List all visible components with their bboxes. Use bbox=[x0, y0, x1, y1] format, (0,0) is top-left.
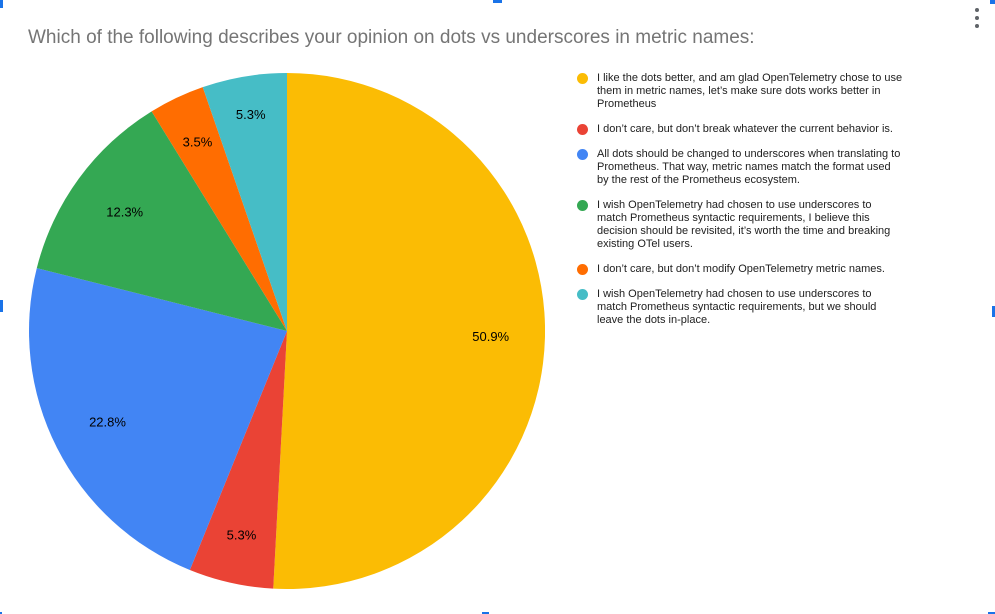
legend-color-dot bbox=[577, 200, 588, 211]
pie-slice-5 bbox=[202, 73, 287, 331]
kebab-dot bbox=[975, 16, 979, 20]
legend-item-5: I wish OpenTelemetry had chosen to use u… bbox=[577, 288, 979, 327]
legend-item-1: I don’t care, but don’t break whatever t… bbox=[577, 123, 979, 136]
legend-label: I like the dots better, and am glad Open… bbox=[597, 72, 903, 110]
chart-legend: I like the dots better, and am glad Open… bbox=[577, 72, 979, 327]
selection-handle-right-middle[interactable] bbox=[992, 306, 995, 317]
legend-label: I wish OpenTelemetry had chosen to use u… bbox=[597, 199, 891, 250]
pie-slice-label-4: 3.5% bbox=[183, 135, 213, 150]
legend-color-dot bbox=[577, 73, 588, 84]
legend-item-2: All dots should be changed to underscore… bbox=[577, 148, 979, 187]
pie-slice-label-0: 50.9% bbox=[472, 329, 509, 344]
pie-slice-label-5: 5.3% bbox=[236, 107, 266, 122]
pie-slice-2 bbox=[29, 268, 287, 571]
legend-item-0: I like the dots better, and am glad Open… bbox=[577, 72, 979, 111]
legend-color-dot bbox=[577, 289, 588, 300]
selection-handle-top-right[interactable] bbox=[990, 0, 995, 4]
pie-slice-label-2: 22.8% bbox=[89, 415, 126, 430]
legend-label: All dots should be changed to underscore… bbox=[597, 148, 901, 186]
selection-handle-bottom-right[interactable] bbox=[988, 612, 995, 614]
pie-slice-0 bbox=[273, 73, 545, 589]
selection-handle-top-center[interactable] bbox=[493, 0, 502, 3]
selection-handle-bottom-left[interactable] bbox=[0, 612, 2, 614]
pie-slice-label-3: 12.3% bbox=[106, 205, 143, 220]
kebab-dot bbox=[975, 8, 979, 12]
legend-color-dot bbox=[577, 124, 588, 135]
legend-color-dot bbox=[577, 264, 588, 275]
legend-label: I wish OpenTelemetry had chosen to use u… bbox=[597, 288, 877, 326]
legend-color-dot bbox=[577, 149, 588, 160]
pie-slice-3 bbox=[36, 111, 287, 331]
kebab-dot bbox=[975, 24, 979, 28]
pie-slice-1 bbox=[189, 331, 287, 589]
legend-item-4: I don’t care, but don’t modify OpenTelem… bbox=[577, 263, 979, 276]
selection-handle-left-middle[interactable] bbox=[0, 300, 3, 312]
pie-slice-label-1: 5.3% bbox=[227, 528, 257, 543]
pie-chart: 50.9% 5.3% 22.8% 12.3% 3.5% 5.3% bbox=[29, 73, 545, 589]
legend-label: I don’t care, but don’t modify OpenTelem… bbox=[597, 263, 885, 275]
legend-label: I don’t care, but don’t break whatever t… bbox=[597, 123, 893, 135]
legend-item-3: I wish OpenTelemetry had chosen to use u… bbox=[577, 199, 979, 251]
selection-handle-bottom-center[interactable] bbox=[482, 612, 489, 614]
chart-title: Which of the following describes your op… bbox=[28, 27, 755, 48]
selection-handle-top-left[interactable] bbox=[0, 0, 3, 8]
pie-slice-4 bbox=[151, 87, 287, 332]
more-options-icon[interactable] bbox=[973, 6, 981, 30]
